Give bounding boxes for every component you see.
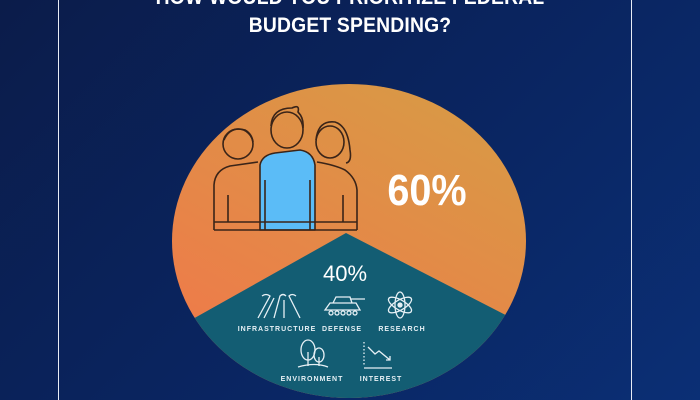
category-label-interest: INTEREST	[360, 376, 403, 383]
frame-line-right	[631, 0, 632, 400]
trees-icon	[297, 339, 329, 368]
title-line-2: BUDGET SPENDING?	[248, 14, 452, 37]
data-label-60: 60%	[387, 165, 466, 214]
data-label-40: 40%	[323, 261, 367, 286]
frame-line-left	[58, 0, 59, 400]
category-label-defense: DEFENSE	[322, 326, 362, 333]
category-label-infrastructure: INFRASTRUCTURE	[238, 326, 317, 333]
people-icon	[213, 105, 358, 231]
tank-icon	[323, 296, 365, 316]
trend-down-icon	[363, 342, 392, 369]
category-label-research: RESEARCH	[378, 326, 425, 333]
road-icon	[257, 293, 301, 319]
title-line-1: HOW WOULD YOU PRIORITIZE FEDERAL	[28, 0, 672, 10]
category-label-environment: ENVIRONMENT	[281, 376, 344, 383]
atom-icon	[387, 291, 413, 319]
